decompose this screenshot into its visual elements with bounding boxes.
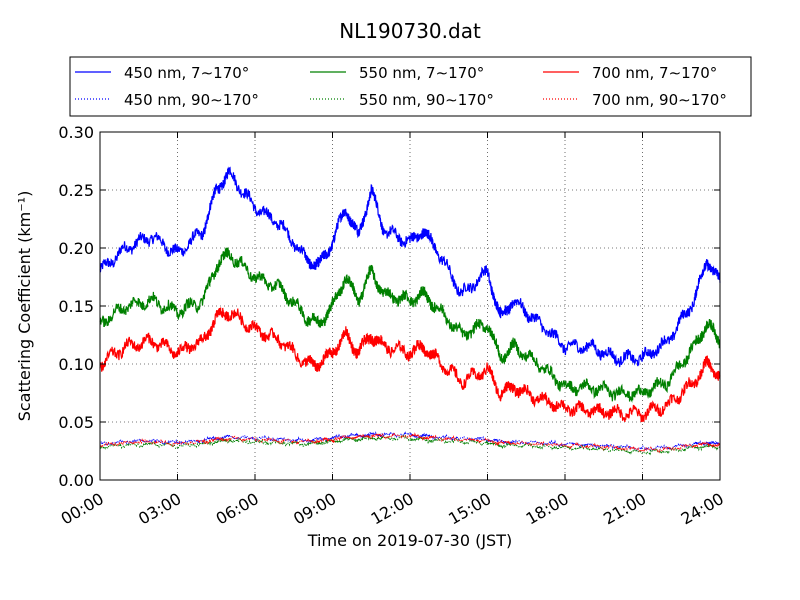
series-line <box>99 247 721 403</box>
y-tick-label: 0.25 <box>58 181 94 200</box>
y-tick-label: 0.05 <box>58 413 94 432</box>
x-tick-label: 09:00 <box>290 489 339 529</box>
series-line <box>99 307 721 423</box>
x-tick-label: 18:00 <box>523 489 572 529</box>
ticks: 00:00 03:00 06:00 09:00 12:00 15:00 18:00 21:00… <box>58 123 727 529</box>
x-tick-label: 03:00 <box>135 489 184 529</box>
chart-title: NL190730.dat <box>339 19 481 43</box>
legend-label: 700 nm, 7∼170° <box>592 64 717 82</box>
y-tick-label: 0.30 <box>58 123 94 142</box>
y-tick-label: 0.10 <box>58 355 94 374</box>
series-line <box>99 432 721 454</box>
x-tick-label: 12:00 <box>368 489 417 529</box>
legend-label: 450 nm, 90∼170° <box>124 91 259 109</box>
series-layer <box>99 166 721 456</box>
legend-label: 700 nm, 90∼170° <box>592 91 727 109</box>
series-line <box>99 166 721 368</box>
x-tick-label: 00:00 <box>58 489 107 529</box>
x-tick-label: 15:00 <box>445 489 494 529</box>
legend: 450 nm, 7∼170° 550 nm, 7∼170° 700 nm, 7∼17… <box>69 56 752 117</box>
y-axis-label: Scattering Coefficient (km⁻¹) <box>15 191 34 422</box>
x-tick-label: 06:00 <box>213 489 262 529</box>
x-tick-label: 21:00 <box>600 489 649 529</box>
legend-label: 550 nm, 90∼170° <box>359 91 494 109</box>
x-axis-label: Time on 2019-07-30 (JST) <box>307 531 512 550</box>
series-line <box>99 434 721 456</box>
legend-box <box>69 56 752 117</box>
legend-label: 450 nm, 7∼170° <box>124 64 249 82</box>
x-tick-label: 24:00 <box>678 489 727 529</box>
y-tick-label: 0.20 <box>58 239 94 258</box>
y-tick-label: 0.15 <box>58 297 94 316</box>
y-tick-label: 0.00 <box>58 471 94 490</box>
series-line <box>99 430 721 452</box>
legend-label: 550 nm, 7∼170° <box>359 64 484 82</box>
